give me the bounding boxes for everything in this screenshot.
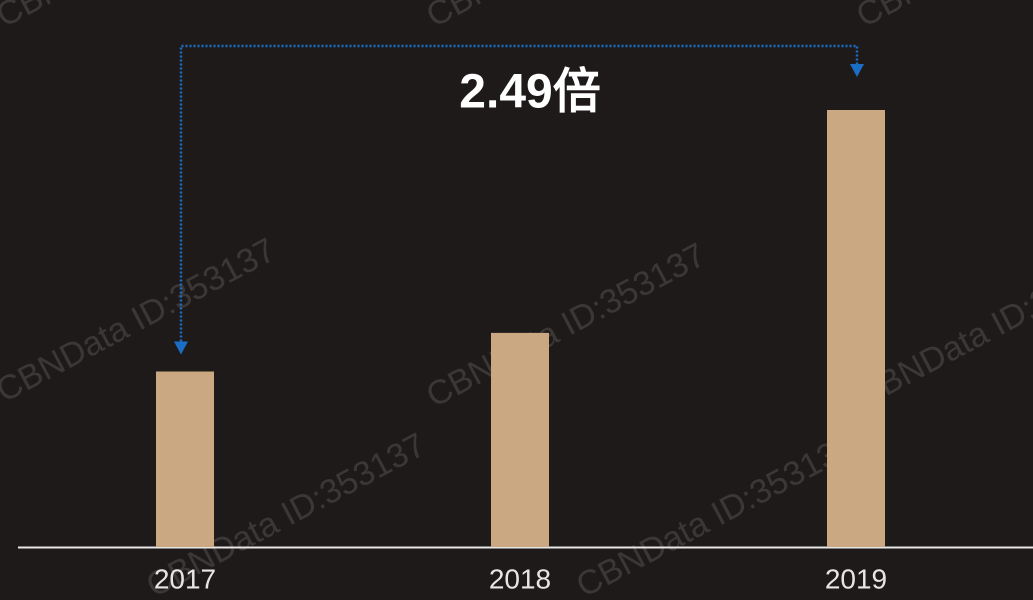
bracket-line [179, 44, 859, 342]
bar [827, 110, 885, 547]
x-tick-label: 2017 [154, 563, 216, 594]
arrow-head [850, 64, 864, 77]
x-tick-label: 2018 [489, 563, 551, 594]
arrow-head [174, 341, 188, 355]
bar [156, 371, 214, 547]
annotation: 2.49倍 [459, 66, 600, 119]
bar [491, 332, 549, 547]
x-tick-label: 2019 [825, 563, 887, 594]
